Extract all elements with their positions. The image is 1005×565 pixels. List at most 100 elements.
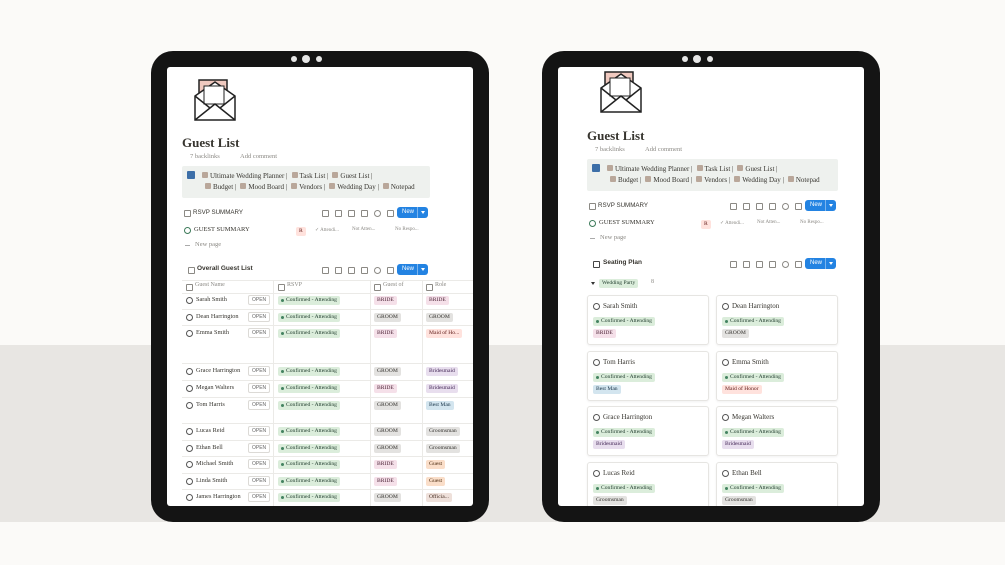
status-dot (281, 299, 284, 302)
nav-link[interactable]: Vendors | (299, 183, 326, 191)
nav-link[interactable]: Ultimate Wedding Planner | (210, 172, 288, 180)
toolbar-icon (387, 267, 394, 274)
summary-tag: ✓ Attendi... (720, 221, 744, 226)
nav-link[interactable]: Task List | (299, 172, 329, 180)
guest-icon (186, 385, 193, 392)
row-line (182, 440, 473, 441)
nav-icon (205, 183, 211, 189)
open-button[interactable]: OPEN (248, 443, 271, 453)
nav-link[interactable]: Task List | (704, 165, 734, 173)
guest-icon (186, 461, 193, 468)
rsvp-text: Confirmed - Attending (601, 429, 652, 435)
toolbar-icon (348, 267, 355, 274)
icon-letter (609, 77, 631, 97)
row-line (182, 397, 473, 398)
toolbar-icon (361, 210, 368, 217)
rsvp-text: Confirmed - Attending (286, 478, 337, 484)
nav-link[interactable]: Budget | (213, 183, 237, 191)
rsvp-text: Confirmed - Attending (730, 318, 781, 324)
nav-icon (291, 183, 298, 189)
new-page[interactable]: New page (600, 234, 627, 241)
open-button[interactable]: OPEN (248, 312, 271, 322)
group-caret (591, 282, 595, 285)
toolbar-icon (795, 261, 802, 268)
group-tag: Wedding Party (599, 279, 639, 288)
dropdown-divider (825, 258, 827, 269)
open-button[interactable]: OPEN (248, 492, 271, 502)
rsvp-text: Confirmed - Attending (730, 484, 781, 491)
row-line (182, 489, 473, 490)
guest-of-tag: GROOM (374, 367, 401, 376)
rsvp-tag: Confirmed - Attending (722, 317, 784, 326)
nav-line: Ultimate Wedding Planner | Task List | Gue… (198, 172, 373, 180)
nav-link[interactable]: Ultimate Wedding Planner | (615, 165, 693, 173)
guest-summary[interactable]: GUEST SUMMARY (599, 219, 655, 226)
open-button[interactable]: OPEN (248, 295, 271, 305)
page-title: Guest List (587, 128, 645, 143)
rsvp-tag: Confirmed - Attending (593, 428, 655, 437)
toolbar-icon (795, 203, 802, 210)
new-button[interactable]: New (397, 207, 429, 218)
callout-icon (187, 171, 195, 179)
add-comment[interactable]: Add comment (645, 146, 683, 153)
backlinks[interactable]: 7 backlinks (595, 146, 625, 153)
column-header: Guest of (383, 282, 404, 288)
role-tag: Best Man (426, 401, 454, 410)
open-button[interactable]: OPEN (248, 383, 271, 393)
guest-summary-icon (589, 220, 596, 227)
camera (682, 56, 688, 62)
open-button[interactable]: OPEN (248, 476, 271, 486)
guest-name: Tom Harris (196, 401, 225, 408)
column-line (370, 280, 371, 506)
dropdown-caret (829, 204, 834, 207)
camera (302, 55, 310, 63)
guest-summary[interactable]: GUEST SUMMARY (194, 226, 250, 233)
nav-link[interactable]: Wedding Day | (337, 183, 379, 191)
nav-link[interactable]: Notepad (795, 176, 820, 184)
role-tag: GROOM (426, 313, 453, 322)
toolbar-icon (782, 203, 789, 210)
role-tag: Maid of Ho... (426, 329, 463, 338)
nav-link[interactable]: Guest List | (340, 172, 373, 180)
nav-link[interactable]: Wedding Day | (742, 176, 784, 184)
new-button[interactable]: New (397, 264, 429, 275)
new-page[interactable]: New page (195, 241, 222, 248)
card-name: Ethan Bell (732, 468, 762, 477)
guest-icon (593, 358, 600, 366)
rsvp-tag: Confirmed - Attending (278, 477, 340, 486)
open-button[interactable]: OPEN (248, 459, 271, 469)
row-line (182, 456, 473, 457)
nav-link[interactable]: Budget | (618, 176, 642, 184)
new-button[interactable]: New (805, 258, 837, 269)
guest-of-tag: BRIDE (374, 329, 397, 338)
summary-tag: ✓ Attendi... (315, 228, 339, 233)
nav-icon (607, 165, 613, 171)
rsvp-text: Confirmed - Attending (286, 402, 337, 408)
summary-tag: R (701, 220, 711, 229)
rsvp-text: Confirmed - Attending (601, 484, 652, 491)
page-title: Guest List (182, 135, 240, 150)
nav-link[interactable]: Mood Board | (653, 176, 693, 184)
nav-link[interactable]: Notepad (390, 183, 415, 191)
summary-tag: Not Atten... (757, 220, 781, 225)
status-dot (596, 375, 599, 379)
new-page-plus (185, 245, 190, 246)
status-dot (596, 320, 599, 323)
rsvp-tag: Confirmed - Attending (278, 367, 340, 376)
backlinks[interactable]: 7 backlinks (190, 153, 220, 160)
nav-link[interactable]: Guest List | (745, 165, 778, 173)
guest-of-tag: BRIDE (374, 384, 397, 393)
new-button[interactable]: New (805, 200, 837, 211)
icon-letter (203, 85, 225, 105)
open-button[interactable]: OPEN (248, 426, 271, 436)
add-comment[interactable]: Add comment (240, 153, 278, 160)
open-button[interactable]: OPEN (248, 400, 271, 410)
open-button[interactable]: OPEN (248, 366, 271, 376)
nav-link[interactable]: Mood Board | (248, 183, 288, 191)
column-icon (374, 284, 381, 291)
nav-link[interactable]: Vendors | (704, 176, 731, 184)
guest-of-tag: BRIDE (374, 477, 397, 486)
role-tag: BRIDE (593, 329, 616, 338)
open-button[interactable]: OPEN (248, 328, 271, 338)
guest-of-tag: GROOM (374, 313, 401, 322)
